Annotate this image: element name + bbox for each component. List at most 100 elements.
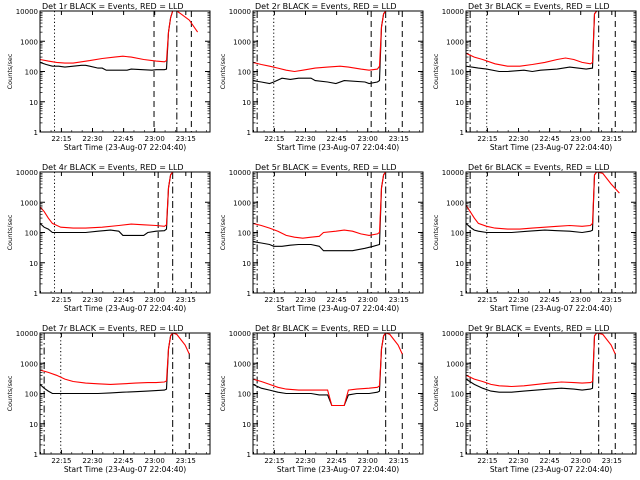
x-axis-label: Start Time (23-Aug-07 22:04:40) — [277, 304, 399, 313]
y-tick-label: 100 — [451, 69, 464, 77]
x-tick-label: 23:00 — [145, 457, 165, 465]
x-tick-label: 22:45 — [327, 135, 347, 143]
panel-title: Det 8r BLACK = Events, RED = LLD — [255, 324, 397, 333]
y-tick-label: 10000 — [16, 330, 38, 338]
series-lld — [40, 333, 190, 385]
series-lld — [253, 172, 387, 239]
x-tick-label: 23:00 — [571, 457, 591, 465]
x-tick-label: 22:15 — [477, 135, 497, 143]
y-tick-label: 100 — [238, 230, 251, 238]
x-tick-label: 23:15 — [176, 457, 196, 465]
plot-frame — [39, 10, 211, 133]
y-tick-label: 10 — [29, 260, 38, 268]
y-tick-label: 10000 — [229, 169, 251, 177]
y-axis-label: Counts/sec — [432, 53, 440, 89]
detector-panel-4: Det 4r BLACK = Events, RED = LLD 1 10 100 10… — [6, 163, 211, 313]
x-tick-label: 22:15 — [51, 457, 71, 465]
y-tick-label: 1000 — [233, 199, 251, 207]
plot-frame — [465, 10, 637, 133]
y-axis-label: Counts/sec — [6, 214, 14, 250]
detector-panel-7: Det 7r BLACK = Events, RED = LLD 1 10 100 10… — [6, 324, 211, 474]
x-axis-label: Start Time (23-Aug-07 22:04:40) — [277, 143, 399, 152]
series-lld — [253, 11, 387, 73]
y-tick-label: 1000 — [233, 38, 251, 46]
panel-title: Det 6r BLACK = Events, RED = LLD — [468, 163, 610, 172]
y-tick-label: 100 — [25, 230, 38, 238]
y-tick-label: 100 — [25, 69, 38, 77]
y-tick-label: 1000 — [20, 360, 38, 368]
x-tick-label: 22:30 — [295, 296, 315, 304]
y-tick-label: 100 — [238, 69, 251, 77]
y-tick-label: 1000 — [446, 360, 464, 368]
y-tick-label: 10000 — [229, 8, 251, 16]
y-axis-label: Counts/sec — [219, 214, 227, 250]
series-events — [40, 333, 174, 395]
series-events — [253, 172, 387, 252]
series-lld — [253, 333, 403, 407]
y-axis-label: Counts/sec — [6, 53, 14, 89]
y-tick-label: 1 — [247, 451, 251, 459]
detector-panel-5: Det 5r BLACK = Events, RED = LLD 1 10 100 10… — [219, 163, 424, 313]
y-tick-label: 1 — [460, 451, 464, 459]
x-tick-label: 23:15 — [389, 135, 409, 143]
y-tick-label: 1 — [460, 290, 464, 298]
x-tick-label: 23:15 — [602, 135, 622, 143]
x-tick-label: 22:45 — [114, 296, 134, 304]
y-axis-label: Counts/sec — [219, 53, 227, 89]
x-axis-label: Start Time (23-Aug-07 22:04:40) — [277, 465, 399, 474]
x-tick-label: 22:45 — [327, 457, 347, 465]
detector-panel-2: Det 2r BLACK = Events, RED = LLD 1 10 100 10… — [219, 2, 424, 152]
x-tick-label: 22:15 — [51, 135, 71, 143]
panel-title: Det 7r BLACK = Events, RED = LLD — [42, 324, 184, 333]
y-axis-label: Counts/sec — [432, 214, 440, 250]
y-tick-label: 1 — [247, 290, 251, 298]
x-tick-label: 23:00 — [571, 296, 591, 304]
detector-panel-3: Det 3r BLACK = Events, RED = LLD 1 10 100 10… — [432, 2, 637, 152]
x-tick-label: 22:30 — [82, 135, 102, 143]
plot-frame — [465, 332, 637, 455]
x-axis-label: Start Time (23-Aug-07 22:04:40) — [490, 143, 612, 152]
x-tick-label: 22:30 — [508, 296, 528, 304]
x-axis-label: Start Time (23-Aug-07 22:04:40) — [490, 465, 612, 474]
series-events — [466, 333, 598, 393]
y-tick-label: 1000 — [20, 38, 38, 46]
y-tick-label: 100 — [238, 391, 251, 399]
panel-title: Det 5r BLACK = Events, RED = LLD — [255, 163, 397, 172]
x-tick-label: 22:30 — [295, 457, 315, 465]
x-axis-label: Start Time (23-Aug-07 22:04:40) — [64, 143, 186, 152]
x-tick-label: 22:45 — [540, 135, 560, 143]
plot-frame — [252, 171, 424, 294]
detector-panel-8: Det 8r BLACK = Events, RED = LLD 1 10 100 10… — [219, 324, 424, 474]
x-axis-label: Start Time (23-Aug-07 22:04:40) — [64, 465, 186, 474]
x-tick-label: 22:45 — [327, 296, 347, 304]
panel-title: Det 4r BLACK = Events, RED = LLD — [42, 163, 184, 172]
x-tick-label: 23:00 — [145, 296, 165, 304]
x-tick-label: 23:00 — [358, 296, 378, 304]
y-tick-label: 1 — [34, 451, 38, 459]
detector-panel-9: Det 9r BLACK = Events, RED = LLD 1 10 100 10… — [432, 324, 637, 474]
detector-panel-6: Det 6r BLACK = Events, RED = LLD 1 10 100 10… — [432, 163, 637, 313]
x-tick-label: 22:30 — [508, 457, 528, 465]
x-axis-label: Start Time (23-Aug-07 22:04:40) — [490, 304, 612, 313]
y-tick-label: 10 — [242, 421, 251, 429]
series-events — [466, 172, 598, 234]
y-tick-label: 10 — [29, 99, 38, 107]
x-tick-label: 23:15 — [389, 457, 409, 465]
detector-panel-1: Det 1r BLACK = Events, RED = LLD 1 10 100 10… — [6, 2, 211, 152]
panel-title: Det 2r BLACK = Events, RED = LLD — [255, 2, 397, 11]
y-tick-label: 100 — [451, 230, 464, 238]
plot-frame — [252, 10, 424, 133]
y-tick-label: 10 — [455, 421, 464, 429]
y-tick-label: 10 — [455, 260, 464, 268]
x-tick-label: 22:45 — [540, 457, 560, 465]
x-tick-label: 23:00 — [358, 135, 378, 143]
x-tick-label: 22:45 — [114, 135, 134, 143]
x-tick-label: 23:15 — [176, 135, 196, 143]
x-tick-label: 23:00 — [145, 135, 165, 143]
series-events — [40, 172, 174, 236]
x-tick-label: 22:15 — [51, 296, 71, 304]
x-axis-label: Start Time (23-Aug-07 22:04:40) — [64, 304, 186, 313]
series-lld — [40, 11, 199, 64]
series-lld — [466, 172, 620, 230]
